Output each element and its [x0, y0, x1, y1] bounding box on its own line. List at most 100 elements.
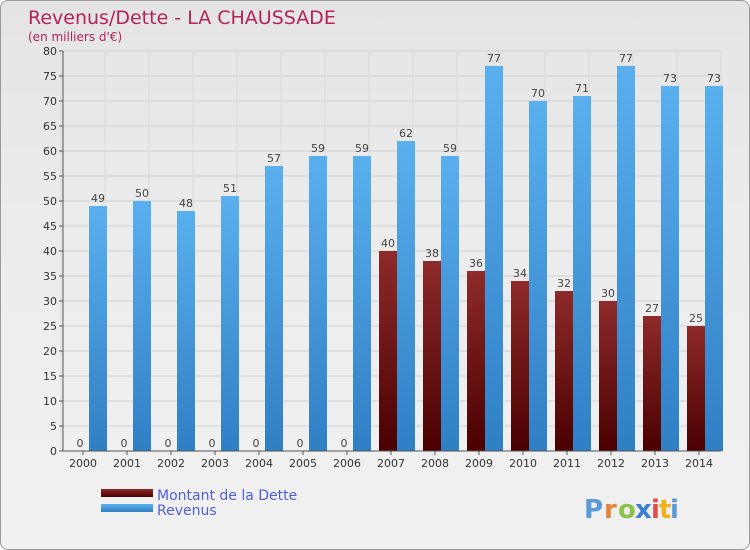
- data-label-revenus-2005: 59: [311, 142, 325, 155]
- bar-revenus-2006: [353, 156, 371, 451]
- x-tick-label: 2010: [509, 457, 537, 470]
- legend-label-revenus: Revenus: [157, 503, 217, 519]
- chart-subtitle: (en milliers d'€): [28, 30, 122, 44]
- data-label-dette-2011: 32: [557, 277, 571, 290]
- logo-letter: i: [651, 495, 660, 525]
- x-tick-label: 2012: [597, 457, 625, 470]
- y-tick-label: 15: [43, 370, 57, 383]
- data-label-revenus-2014: 73: [707, 72, 721, 85]
- bar-dette-2014: [687, 326, 705, 451]
- data-label-dette-2014: 25: [689, 312, 703, 325]
- data-label-revenus-2008: 59: [443, 142, 457, 155]
- y-tick-label: 65: [43, 120, 57, 133]
- data-label-dette-2004: 0: [253, 437, 260, 450]
- data-label-dette-2003: 0: [209, 437, 216, 450]
- y-tick-label: 0: [50, 445, 57, 458]
- data-label-dette-2008: 38: [425, 247, 439, 260]
- bar-dette-2011: [555, 291, 573, 451]
- data-label-revenus-2007: 62: [399, 127, 413, 140]
- legend-label-debt: Montant de la Dette: [157, 488, 297, 504]
- logo-letter: i: [670, 495, 679, 525]
- logo-letter: t: [659, 495, 671, 525]
- x-tick-label: 2001: [113, 457, 141, 470]
- bar-dette-2008: [423, 261, 441, 451]
- y-tick-label: 40: [43, 245, 57, 258]
- y-tick-label: 70: [43, 95, 57, 108]
- y-tick-label: 5: [50, 420, 57, 433]
- bar-revenus-2005: [309, 156, 327, 451]
- bar-dette-2007: [379, 251, 397, 451]
- bar-revenus-2003: [221, 196, 239, 451]
- y-tick-label: 60: [43, 145, 57, 158]
- y-tick-label: 75: [43, 70, 57, 83]
- bar-revenus-2013: [661, 86, 679, 451]
- bar-revenus-2004: [265, 166, 283, 451]
- x-tick-label: 2008: [421, 457, 449, 470]
- bar-dette-2010: [511, 281, 529, 451]
- legend-swatch-revenus: [101, 504, 153, 512]
- data-label-dette-2012: 30: [601, 287, 615, 300]
- bar-revenus-2008: [441, 156, 459, 451]
- x-tick-label: 2000: [69, 457, 97, 470]
- x-tick-label: 2007: [377, 457, 405, 470]
- bar-revenus-2009: [485, 66, 503, 451]
- bar-revenus-2007: [397, 141, 415, 451]
- bar-dette-2013: [643, 316, 661, 451]
- logo-letter: r: [604, 495, 617, 525]
- logo-letter: o: [618, 495, 636, 525]
- data-label-dette-2000: 0: [77, 437, 84, 450]
- data-label-revenus-2004: 57: [267, 152, 281, 165]
- y-tick-label: 80: [43, 45, 57, 58]
- legend-swatch-debt: [101, 489, 153, 497]
- x-tick-label: 2004: [245, 457, 273, 470]
- data-label-dette-2006: 0: [341, 437, 348, 450]
- data-label-revenus-2011: 71: [575, 82, 589, 95]
- y-tick-label: 55: [43, 170, 57, 183]
- bar-revenus-2011: [573, 96, 591, 451]
- data-label-dette-2007: 40: [381, 237, 395, 250]
- logo-letter: P: [584, 495, 603, 525]
- y-tick-label: 30: [43, 295, 57, 308]
- x-tick-label: 2011: [553, 457, 581, 470]
- data-label-revenus-2000: 49: [91, 192, 105, 205]
- bar-revenus-2012: [617, 66, 635, 451]
- bar-revenus-2002: [177, 211, 195, 451]
- data-label-revenus-2010: 70: [531, 87, 545, 100]
- data-label-revenus-2009: 77: [487, 52, 501, 65]
- bar-revenus-2010: [529, 101, 547, 451]
- y-tick-label: 35: [43, 270, 57, 283]
- bar-revenus-2001: [133, 201, 151, 451]
- data-label-revenus-2013: 73: [663, 72, 677, 85]
- y-tick-label: 50: [43, 195, 57, 208]
- data-label-revenus-2006: 59: [355, 142, 369, 155]
- bar-revenus-2000: [89, 206, 107, 451]
- data-label-dette-2002: 0: [165, 437, 172, 450]
- x-tick-label: 2014: [685, 457, 713, 470]
- y-tick-label: 45: [43, 220, 57, 233]
- data-label-revenus-2002: 48: [179, 197, 193, 210]
- data-label-dette-2010: 34: [513, 267, 527, 280]
- bar-dette-2009: [467, 271, 485, 451]
- x-tick-label: 2002: [157, 457, 185, 470]
- x-tick-label: 2003: [201, 457, 229, 470]
- bar-revenus-2014: [705, 86, 723, 451]
- chart-title: Revenus/Dette - LA CHAUSSADE: [28, 7, 336, 29]
- data-label-revenus-2003: 51: [223, 182, 237, 195]
- data-label-dette-2013: 27: [645, 302, 659, 315]
- y-tick-label: 10: [43, 395, 57, 408]
- y-tick-label: 25: [43, 320, 57, 333]
- data-label-revenus-2012: 77: [619, 52, 633, 65]
- y-tick-label: 20: [43, 345, 57, 358]
- data-label-dette-2005: 0: [297, 437, 304, 450]
- x-tick-label: 2006: [333, 457, 361, 470]
- bar-dette-2012: [599, 301, 617, 451]
- data-label-dette-2009: 36: [469, 257, 483, 270]
- data-label-dette-2001: 0: [121, 437, 128, 450]
- x-tick-label: 2009: [465, 457, 493, 470]
- logo-letter: x: [635, 495, 652, 525]
- x-tick-label: 2005: [289, 457, 317, 470]
- data-label-revenus-2001: 50: [135, 187, 149, 200]
